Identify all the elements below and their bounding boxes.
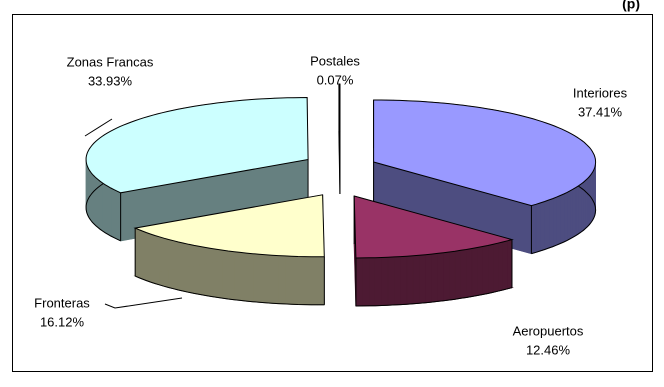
slice-side <box>559 193 565 244</box>
slice-side <box>297 256 305 305</box>
slice-side <box>361 257 370 307</box>
slice-side <box>355 257 363 307</box>
slice-side <box>566 190 571 241</box>
leader-line <box>84 118 113 137</box>
slice-top <box>85 96 309 194</box>
slice-label: Postales <box>310 53 360 68</box>
slice-label: Zonas Francas <box>67 54 154 69</box>
slice-side <box>102 182 106 234</box>
slice-top <box>373 99 597 207</box>
slice-side <box>437 252 444 302</box>
slice-side <box>540 201 546 252</box>
slice-label: Fronteras <box>34 295 90 310</box>
slice-side <box>116 190 121 242</box>
slice-side <box>234 251 241 301</box>
slice-side <box>572 186 577 238</box>
slice-side <box>107 185 112 237</box>
slice-side <box>578 183 582 235</box>
slice-side <box>471 247 478 297</box>
pie-slice <box>133 194 325 306</box>
slice-side <box>563 191 568 243</box>
slice-side <box>544 199 550 250</box>
slice-side <box>492 242 499 293</box>
slice-side <box>487 244 494 294</box>
slice-top <box>133 194 325 258</box>
slice-side <box>381 256 389 306</box>
leader-line <box>104 297 183 309</box>
slice-side <box>240 252 247 302</box>
slice-side <box>412 254 420 305</box>
slice-side <box>104 184 109 235</box>
slice-side <box>502 240 508 291</box>
slice-edge <box>135 275 325 306</box>
pie-slice <box>338 83 341 195</box>
slice-side <box>460 249 467 299</box>
slice-side <box>431 253 438 303</box>
plot-frame <box>12 14 653 372</box>
slice-label: Aeropuertos <box>513 323 584 338</box>
slice-side <box>110 187 115 239</box>
slice-side <box>476 246 483 296</box>
slice-side <box>465 248 473 298</box>
slice-value-label: 12.46% <box>526 342 571 357</box>
slice-side <box>246 252 254 303</box>
slice-side <box>99 180 103 232</box>
slice-side <box>443 251 450 302</box>
slice-side <box>277 255 286 305</box>
slice-side <box>548 198 554 249</box>
slice-value-label: 16.12% <box>40 314 85 329</box>
slice-side <box>113 189 118 240</box>
slice-side <box>575 185 580 236</box>
slice-side <box>454 249 462 300</box>
slice-side <box>418 254 426 304</box>
slice-side <box>569 188 574 240</box>
slice-side <box>482 245 489 295</box>
slice-side <box>406 255 414 305</box>
slice-side <box>448 250 456 301</box>
slice-value-label: 33.93% <box>88 73 133 88</box>
slice-side <box>368 257 376 307</box>
slice-side <box>552 196 557 248</box>
slice-edge <box>355 287 513 307</box>
slice-top <box>338 83 341 147</box>
pie-slice <box>373 99 597 255</box>
slice-side <box>304 256 312 306</box>
slice-side <box>258 253 266 304</box>
slice-side <box>556 195 561 246</box>
slice-side <box>535 202 541 253</box>
slice-side <box>531 203 537 254</box>
slice-side <box>425 253 432 304</box>
slice-side <box>317 256 325 306</box>
slice-top <box>353 195 514 259</box>
slice-side <box>400 255 408 305</box>
slice-side <box>374 257 382 307</box>
slice-value-label: 37.41% <box>578 104 623 119</box>
slice-side <box>284 255 292 305</box>
slice-side <box>252 253 260 303</box>
slice-side <box>387 256 395 306</box>
slice-side <box>291 255 299 305</box>
slice-side <box>507 239 513 290</box>
slice-value-label: 0.07% <box>317 72 354 87</box>
slice-side <box>310 256 319 306</box>
pie-slice <box>353 195 514 307</box>
chart-title: (p) <box>622 0 640 12</box>
slice-label: Interiores <box>573 85 628 100</box>
slice-side <box>271 254 279 304</box>
slice-side <box>265 254 273 304</box>
slice-side <box>497 241 504 292</box>
slice-side <box>393 256 401 306</box>
